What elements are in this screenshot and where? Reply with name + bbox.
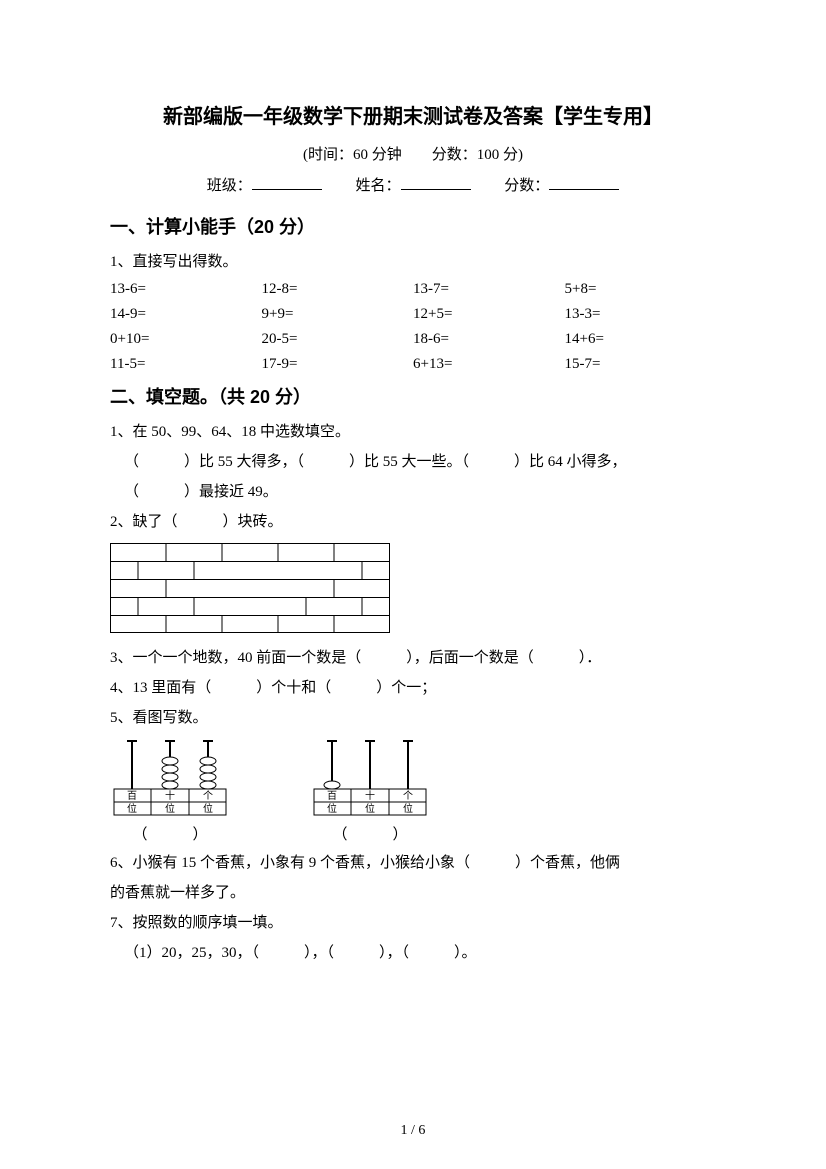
- abacus-col-hundred: 百: [127, 790, 137, 802]
- class-label: 班级：: [207, 178, 252, 194]
- s2-q6: 6、小猴有 15 个香蕉，小象有 9 个香蕉，小猴给小象（ ）个香蕉，他俩: [110, 848, 716, 878]
- svg-text:位: 位: [203, 802, 213, 815]
- page: 新部编版一年级数学下册期末测试卷及答案【学生专用】 (时间：60 分钟 分数：1…: [0, 0, 826, 1169]
- svg-text:十: 十: [365, 789, 375, 802]
- s1-q1-label: 1、直接写出得数。: [110, 247, 716, 277]
- s2-q1b: （ ）比 55 大得多，（ ）比 55 大一些。（ ）比 64 小得多，: [110, 447, 716, 477]
- s2-q7a: （1）20，25，30，（ ），（ ），（ ）。: [110, 938, 716, 968]
- section1-heading: 一、计算小能手（20 分）: [110, 213, 716, 239]
- calc-cell: 20-5=: [262, 331, 414, 348]
- calc-cell: 9+9=: [262, 306, 414, 323]
- calc-cell: 18-6=: [413, 331, 565, 348]
- calc-cell: 0+10=: [110, 331, 262, 348]
- svg-text:个: 个: [403, 790, 413, 802]
- s2-q1a: 1、在 50、99、64、18 中选数填空。: [110, 417, 716, 447]
- brick-wall-diagram: [110, 543, 716, 633]
- doc-title: 新部编版一年级数学下册期末测试卷及答案【学生专用】: [110, 100, 716, 129]
- abacus-2-answer: （ ）: [332, 823, 407, 844]
- s2-q6b: 的香蕉就一样多了。: [110, 878, 716, 908]
- calc-cell: 14+6=: [565, 331, 717, 348]
- calc-cell: 6+13=: [413, 356, 565, 373]
- calc-cell: 17-9=: [262, 356, 414, 373]
- info-line: 班级： 姓名： 分数：: [110, 174, 716, 195]
- calc-cell: 13-6=: [110, 281, 262, 298]
- calc-cell: 15-7=: [565, 356, 717, 373]
- s2-q7: 7、按照数的顺序填一填。: [110, 908, 716, 938]
- section2-heading: 二、填空题。（共 20 分）: [110, 383, 716, 409]
- abacus-col-ten: 十: [165, 789, 175, 802]
- svg-text:位: 位: [327, 802, 337, 815]
- s2-q2: 2、缺了（ ）块砖。: [110, 507, 716, 537]
- svg-text:位: 位: [365, 802, 375, 815]
- calc-cell: 14-9=: [110, 306, 262, 323]
- s2-q5: 5、看图写数。: [110, 703, 716, 733]
- name-blank: [401, 175, 471, 190]
- score-blank: [549, 175, 619, 190]
- calc-cell: 13-7=: [413, 281, 565, 298]
- abacus-row: 百 十 个 位 位 位 （ ）: [110, 739, 716, 844]
- calc-cell: 11-5=: [110, 356, 262, 373]
- calc-grid: 13-6= 12-8= 13-7= 5+8= 14-9= 9+9= 12+5= …: [110, 281, 716, 373]
- calc-cell: 5+8=: [565, 281, 717, 298]
- calc-cell: 13-3=: [565, 306, 717, 323]
- abacus-2: 百 十 个 位 位 位 （ ）: [310, 739, 430, 844]
- name-label: 姓名：: [355, 178, 400, 194]
- s2-q1c: （ ）最接近 49。: [110, 477, 716, 507]
- s2-q3: 3、一个一个地数，40 前面一个数是（ ），后面一个数是（ ）．: [110, 643, 716, 673]
- class-blank: [252, 175, 322, 190]
- score-label: 分数：: [504, 178, 549, 194]
- s2-q4: 4、13 里面有（ ）个十和（ ）个一；: [110, 673, 716, 703]
- svg-text:位: 位: [127, 802, 137, 815]
- calc-cell: 12-8=: [262, 281, 414, 298]
- doc-subtitle: (时间：60 分钟 分数：100 分): [110, 143, 716, 164]
- abacus-col-one: 个: [203, 790, 213, 802]
- calc-cell: 12+5=: [413, 306, 565, 323]
- svg-text:位: 位: [403, 802, 413, 815]
- svg-text:百: 百: [327, 790, 337, 802]
- svg-text:位: 位: [165, 802, 175, 815]
- abacus-1: 百 十 个 位 位 位 （ ）: [110, 739, 230, 844]
- abacus-1-answer: （ ）: [132, 823, 207, 844]
- page-number: 1 / 6: [0, 1123, 826, 1139]
